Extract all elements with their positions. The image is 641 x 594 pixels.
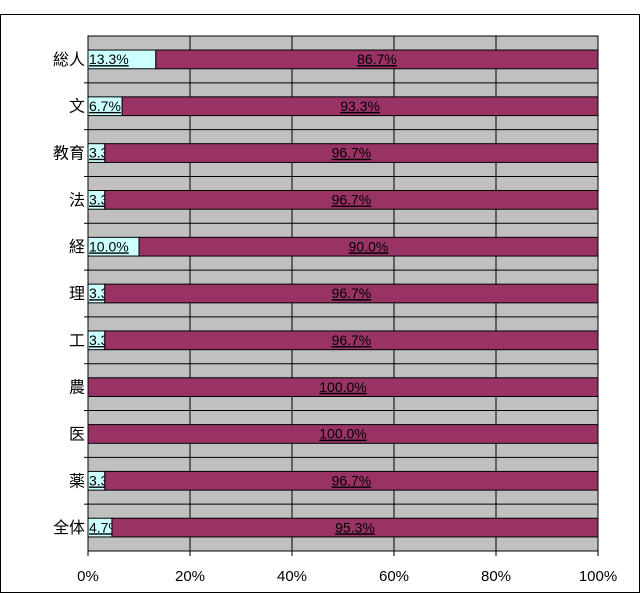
data-label: 96.7%: [332, 332, 372, 348]
bar-segment-2: [155, 49, 599, 70]
category-label: 総人: [53, 50, 85, 69]
bar-segment-2: [138, 236, 599, 257]
category-label: 全体: [53, 518, 85, 537]
category-label: 経: [69, 237, 85, 256]
data-label: 96.7%: [332, 145, 372, 161]
data-label: 90.0%: [349, 238, 389, 254]
category-label: 文: [69, 97, 85, 116]
data-label: 96.7%: [332, 192, 372, 208]
x-tick-label: 100%: [579, 568, 617, 585]
data-label: 93.3%: [340, 98, 380, 114]
bar-segment-2: [104, 283, 599, 304]
category-label: 医: [69, 424, 85, 443]
data-label: 100.0%: [319, 426, 366, 442]
x-tick-label: 40%: [277, 568, 307, 585]
category-label: 理: [69, 284, 85, 303]
x-tick-labels: 0% 20% 40% 60% 80% 100%: [77, 568, 617, 585]
category-label: 薬: [69, 471, 85, 490]
data-label: 96.7%: [332, 285, 372, 301]
bar-segment-2: [104, 330, 599, 351]
data-label: 10.0%: [89, 238, 129, 254]
grid-lines: [84, 36, 599, 556]
category-label: 法: [69, 190, 85, 209]
category-label: 農: [69, 378, 85, 397]
data-label: 100.0%: [319, 379, 366, 395]
data-label: 13.3%: [89, 51, 129, 67]
data-label: 95.3%: [335, 519, 375, 535]
x-tick-label: 80%: [481, 568, 511, 585]
bar-segment-2: [121, 96, 599, 117]
x-tick-label: 60%: [379, 568, 409, 585]
category-label: 工: [69, 331, 85, 350]
data-label: 96.7%: [332, 472, 372, 488]
chart-frame: 13.3%86.7%6.7%93.3%3.3%96.7%3.3%96.7%10.…: [0, 14, 640, 593]
bar-segment-2: [104, 190, 599, 210]
stacked-bar-chart: 13.3%86.7%6.7%93.3%3.3%96.7%3.3%96.7%10.…: [53, 35, 617, 585]
bar-segment-2: [104, 470, 599, 491]
bar-segment-2: [111, 517, 599, 538]
category-label: 教育: [53, 144, 85, 163]
x-tick-label: 0%: [77, 568, 99, 585]
bar-segment-2: [104, 143, 599, 163]
data-label: 86.7%: [357, 51, 397, 67]
bars: 13.3%86.7%6.7%93.3%3.3%96.7%3.3%96.7%10.…: [87, 49, 599, 538]
x-tick-label: 20%: [175, 568, 205, 585]
bar-segment-2: [87, 377, 599, 398]
bar-segment-2: [87, 424, 599, 444]
data-label: 6.7%: [89, 98, 121, 114]
